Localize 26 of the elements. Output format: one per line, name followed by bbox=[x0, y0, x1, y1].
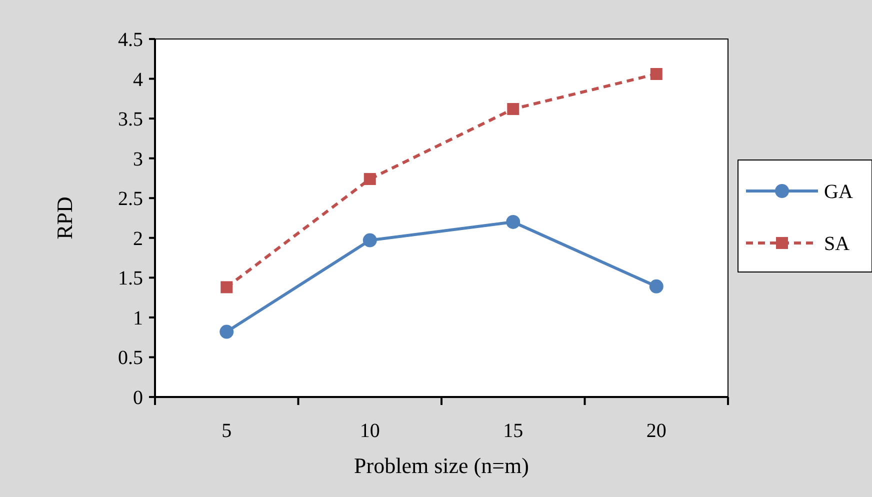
x-tick-label: 10 bbox=[360, 420, 380, 442]
x-tick-label: 20 bbox=[646, 420, 666, 442]
point bbox=[220, 281, 233, 294]
y-tick-label: 0 bbox=[133, 387, 143, 409]
y-tick-label: 4 bbox=[133, 68, 143, 91]
y-tick-label: 3.5 bbox=[118, 108, 143, 131]
point bbox=[507, 103, 520, 116]
point bbox=[220, 324, 234, 339]
legend-label: SA bbox=[824, 233, 850, 255]
y-tick-label: 3 bbox=[133, 148, 143, 170]
y-axis-title: RPD bbox=[52, 196, 77, 240]
legend-label: GA bbox=[824, 181, 854, 203]
point bbox=[506, 214, 520, 229]
y-tick-label: 4.5 bbox=[118, 29, 143, 51]
y-tick-label: 2 bbox=[133, 228, 143, 250]
x-tick-label: 5 bbox=[222, 420, 232, 442]
x-axis-title: Problem size (n=m) bbox=[354, 453, 529, 478]
point bbox=[650, 68, 662, 80]
point bbox=[364, 173, 376, 186]
y-tick-label: 0.5 bbox=[118, 347, 143, 370]
y-tick-label: 1 bbox=[133, 307, 143, 330]
point bbox=[362, 233, 377, 248]
point bbox=[649, 279, 664, 294]
y-tick-label: 2.5 bbox=[118, 188, 143, 210]
y-tick-label: 1.5 bbox=[118, 268, 143, 290]
x-tick-label: 15 bbox=[503, 420, 524, 442]
